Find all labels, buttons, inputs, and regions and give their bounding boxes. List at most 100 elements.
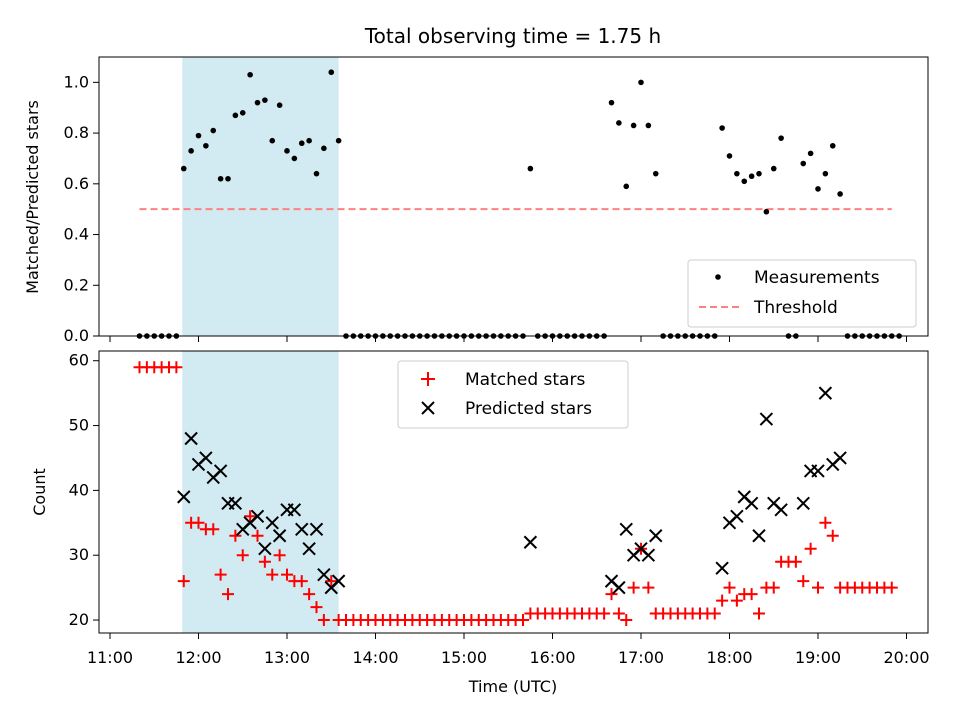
matched-stars-point [251,529,264,542]
matched-stars-point [310,601,323,614]
measurement-point [269,137,276,144]
predicted-stars-point [302,542,316,556]
matched-stars-point [170,361,183,374]
matched-stars-point [281,568,293,581]
legend-matched-plus [421,372,435,386]
x-tick-label: 14:00 [352,648,398,667]
matched-stars-point [517,614,529,627]
predicted-stars-point [258,542,272,556]
matched-stars-point [620,614,633,627]
measurement-point [180,165,187,172]
measurement-point [276,102,283,108]
x-tick-label: 12:00 [175,648,221,667]
top-shaded-span [182,57,339,336]
matched-stars-point [612,607,625,620]
measurement-point [298,140,305,147]
matched-stars-point [236,549,249,562]
measurement-point [719,125,725,131]
y-tick-label: 1.0 [64,72,89,91]
predicted-stars-point [265,516,279,530]
predicted-stars-point [228,496,243,511]
predicted-stars-point [759,412,774,426]
predicted-stars-point [641,548,656,562]
matched-stars-point [723,581,736,594]
predicted-stars-point [612,580,626,595]
predicted-stars-point [774,503,788,517]
measurement-point [734,170,740,177]
bottom-x-ticks: 11:00 12:00 13:00 14:00 15:00 16:00 17:00 18:00… [87,633,930,667]
measurement-point [741,178,748,185]
legend-matched-label: Matched stars [465,370,585,390]
measurement-point [188,148,194,154]
measurement-point [748,173,755,180]
y-tick-label: 30 [69,545,89,564]
y-tick-label: 0.4 [64,225,89,244]
y-tick-label: 60 [69,351,89,370]
matched-stars-point [708,607,721,620]
predicted-stars-point [523,535,538,549]
x-tick-label: 11:00 [87,648,133,667]
measurement-point [210,127,217,134]
matched-stars-point [716,594,729,607]
predicted-stars-point [818,386,833,400]
measurement-point [335,137,342,144]
measurement-point [239,110,246,116]
matched-stars-point [804,542,817,555]
x-tick-label: 16:00 [529,648,575,667]
measurement-point [807,150,814,157]
x-tick-label: 17:00 [618,648,664,667]
measurement-point [254,99,261,106]
top-legend: Measurements Threshold [687,259,917,328]
measurement-point [829,142,836,149]
measurement-point [616,120,622,126]
legend-measurements-label: Measurements [754,268,880,288]
predicted-stars-point [177,490,191,504]
y-tick-label: 0.0 [64,326,89,345]
measurement-point [822,170,829,177]
measurement-point [638,79,644,86]
matched-stars-point [789,555,802,568]
predicted-stars-point [287,503,302,517]
measurement-point [195,132,202,139]
x-tick-label: 19:00 [795,648,841,667]
predicted-stars-point [272,529,287,543]
predicted-stars-point [317,567,331,582]
predicted-stars-point [715,561,729,575]
top-legend-box [687,259,917,328]
predicted-stars-point [811,464,825,478]
predicted-stars-point [309,522,324,536]
measurement-point [306,137,312,144]
measurement-point [262,97,268,103]
measurement-point [778,135,784,141]
measurement-point [630,122,637,129]
matched-stars-point [819,516,832,529]
legend-predicted-x [421,401,435,415]
predicted-stars-point [331,574,346,588]
y-tick-label: 0.6 [64,174,89,193]
bottom-y-axis-label: Count [30,468,49,516]
x-tick-label: 18:00 [706,648,752,667]
top-y-axis-label: Matched/Predicted stars [23,100,42,294]
chart-title: Total observing time = 1.75 h [364,24,661,48]
measurement-point [225,175,231,182]
measurement-point [756,170,762,177]
measurement-point [527,165,534,172]
y-tick-label: 50 [69,416,89,435]
x-axis-label: Time (UTC) [468,677,557,696]
measurement-point [203,142,209,149]
bottom-marks-layer [133,361,898,627]
matched-stars-point [598,607,611,620]
top-y-ticks: 0.0 0.2 0.4 0.6 0.8 1.0 [64,72,99,345]
top-axes-frame [98,56,929,337]
predicted-stars-point [199,451,213,465]
measurement-point [623,183,630,190]
measurement-point [726,153,733,159]
measurement-point [837,191,843,197]
matched-stars-point [177,575,190,588]
matched-stars-point [214,568,227,581]
matched-stars-point [295,575,308,588]
predicted-stars-point [752,529,766,543]
matched-stars-point [192,516,205,529]
measurement-point [291,155,298,162]
